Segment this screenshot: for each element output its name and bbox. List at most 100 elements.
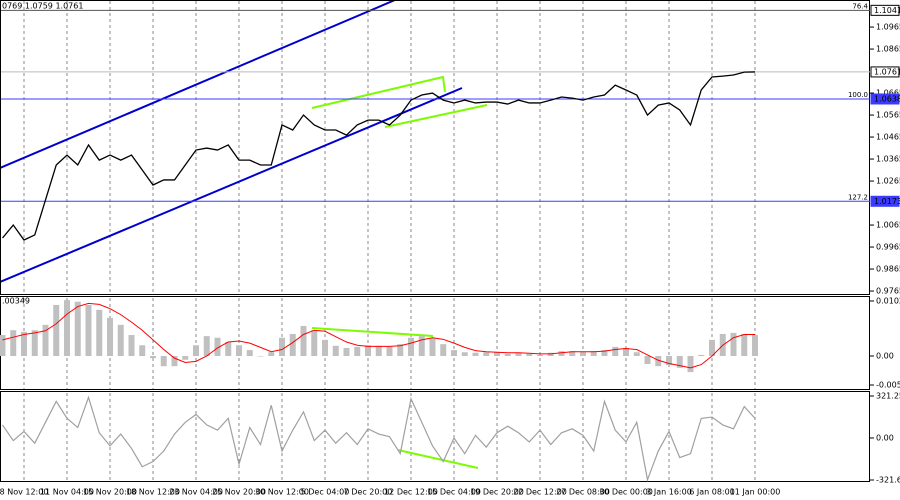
macd-bar — [472, 352, 479, 356]
macd-bar — [418, 336, 425, 356]
macd-bar — [397, 344, 404, 356]
macd-bar — [236, 345, 242, 356]
macd-bar — [343, 347, 350, 356]
macd-bar — [96, 309, 103, 356]
y-tick-label: 1.0565 — [876, 111, 900, 120]
macd-header: .00349 — [2, 297, 30, 306]
macd-bar — [666, 355, 672, 366]
macd-bar — [171, 355, 178, 367]
last-price-box — [870, 66, 900, 78]
level-box — [870, 195, 900, 207]
macd-bar — [375, 345, 382, 356]
macd-bar — [580, 352, 586, 356]
macd-bar — [537, 354, 543, 356]
x-tick-label: 30 Nov 12:00 — [255, 488, 309, 497]
macd-bar — [74, 301, 81, 356]
y-tick-label: -321.6031 — [876, 476, 900, 485]
level-name: 76.4 — [852, 2, 868, 10]
wedge-upper — [311, 75, 446, 109]
y-tick-label: 0.00 — [876, 351, 894, 360]
macd-bar — [193, 345, 199, 356]
macd-bar — [558, 351, 565, 356]
y-tick-label: 0.01024 — [876, 296, 900, 305]
x-tick-label: 19 Dec 20:00 — [470, 488, 524, 497]
level-price: 1.0638 — [874, 94, 900, 103]
y-tick-label: 0.9765 — [876, 287, 900, 296]
y-tick-label: 0.00 — [876, 433, 894, 442]
price-line — [1, 71, 756, 241]
y-tick-label: 1.0265 — [876, 177, 900, 186]
macd-bar — [64, 300, 70, 356]
macd-bar — [31, 330, 38, 356]
cci-line — [2, 395, 756, 483]
macd-bar — [601, 350, 608, 356]
macd-bar — [0, 335, 6, 356]
macd-bar — [107, 317, 113, 356]
y-tick-label: 1.0665 — [876, 89, 900, 98]
level-name: 127.2 — [848, 193, 868, 201]
cci-panel — [0, 391, 870, 482]
price-header: 0769 1.0759 1.0761 — [2, 2, 83, 11]
macd-bar — [150, 355, 156, 359]
macd-bar — [612, 346, 619, 356]
level-box — [870, 93, 900, 105]
macd-bar — [440, 344, 447, 356]
channel-upper — [0, 0, 396, 169]
signal-line — [2, 302, 755, 369]
macd-bar — [279, 337, 285, 356]
macd-bar — [300, 325, 307, 356]
macd-bar — [322, 339, 328, 356]
macd-bar — [569, 351, 576, 356]
wedge-lower — [384, 104, 488, 128]
macd-bar — [160, 355, 167, 367]
macd-bar — [730, 332, 737, 356]
last-price-label: 1.0761 — [874, 67, 900, 76]
cci-divergence — [397, 449, 479, 469]
level-price: 1.1041 — [874, 6, 900, 15]
level-name: 100.0 — [848, 91, 868, 99]
macd-bar — [408, 337, 414, 356]
macd-bar — [225, 342, 232, 356]
macd-bar — [623, 347, 629, 356]
macd-bar — [687, 355, 694, 373]
macd-bar — [655, 355, 662, 367]
macd-bar — [451, 350, 457, 356]
macd-bar — [698, 354, 705, 356]
macd-bar — [246, 350, 253, 356]
macd-bar — [257, 355, 264, 357]
x-tick-label: 6 Jan 08:00 — [689, 488, 735, 497]
price-panel — [0, 0, 870, 295]
y-tick-label: 1.0465 — [876, 133, 900, 142]
x-tick-label: 25 Nov 20:00 — [212, 488, 266, 497]
macd-bar — [10, 330, 17, 356]
macd-bar — [139, 345, 146, 356]
y-tick-label: 1.0865 — [876, 45, 900, 54]
y-tick-label: 1.0965 — [876, 23, 900, 32]
macd-bar — [85, 304, 92, 356]
y-tick-label: 321.2557 — [876, 392, 900, 401]
y-tick-label: 1.0365 — [876, 155, 900, 164]
macd-bar — [752, 335, 758, 356]
macd-bar — [547, 352, 554, 356]
x-tick-label: 3 Jan 16:00 — [646, 488, 692, 497]
macd-bar — [386, 346, 393, 356]
y-tick-label: 0.9965 — [876, 243, 900, 252]
macd-bar — [741, 333, 748, 356]
macd-bar — [42, 324, 49, 356]
x-tick-label: 18 Nov 12:00 — [126, 488, 180, 497]
level-price: 1.0173 — [874, 197, 900, 206]
macd-divergence — [311, 327, 434, 337]
macd-bar — [21, 331, 27, 356]
x-tick-label: 15 Nov 20:00 — [83, 488, 137, 497]
x-tick-label: 30 Dec 00:00 — [599, 488, 653, 497]
macd-bar — [494, 352, 500, 356]
macd-bar — [365, 345, 371, 356]
x-tick-label: 23 Nov 04:00 — [169, 488, 223, 497]
x-tick-label: 11 Jan 00:00 — [730, 488, 781, 497]
x-tick-label: 12 Dec 12:00 — [384, 488, 438, 497]
x-tick-label: 15 Dec 04:00 — [427, 488, 481, 497]
macd-bar — [590, 351, 597, 356]
macd-bar — [709, 339, 715, 356]
level-box — [870, 4, 900, 16]
y-tick-label: 1.0065 — [876, 221, 900, 230]
